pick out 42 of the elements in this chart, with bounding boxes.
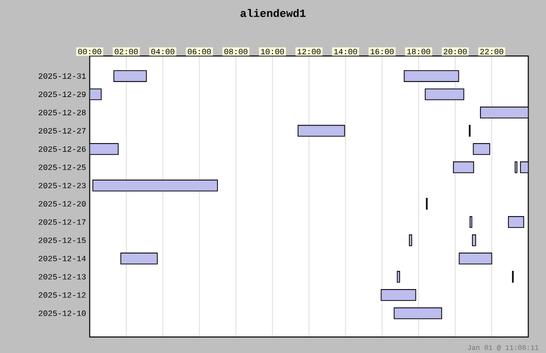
y-tick-label: 2025-12-28	[38, 110, 86, 116]
x-tick-label: 22:00	[480, 48, 504, 54]
bar	[394, 307, 442, 320]
x-tick-label: 20:00	[444, 48, 467, 54]
bar	[458, 252, 492, 264]
bar	[120, 252, 158, 264]
x-tick-label: 06:00	[188, 48, 211, 54]
bar	[472, 143, 490, 155]
bar	[92, 180, 218, 192]
y-tick-label: 2025-12-17	[38, 219, 86, 225]
x-tick-label: 16:00	[370, 48, 394, 54]
bar	[380, 289, 416, 301]
y-tick-label: 2025-12-15	[38, 238, 86, 243]
bar	[396, 270, 400, 283]
x-tick-label: 08:00	[224, 48, 248, 54]
y-tick-label: 2025-12-29	[38, 92, 86, 98]
y-tick-label: 2025-12-23	[38, 182, 86, 188]
bar	[404, 70, 460, 82]
bar	[408, 234, 412, 246]
x-tick-label: 12:00	[298, 48, 321, 54]
x-tick-label: 04:00	[151, 48, 174, 54]
x-tick-label: 02:00	[114, 48, 138, 54]
y-tick-label: 2025-12-26	[38, 146, 86, 152]
y-tick-label: 2025-12-10	[38, 310, 86, 316]
bar	[472, 234, 476, 246]
x-tick-label: 18:00	[407, 48, 430, 54]
bar	[424, 88, 464, 100]
y-tick-label: 2025-12-12	[38, 292, 86, 298]
x-tick-label: 10:00	[261, 48, 284, 54]
y-tick-label: 2025-12-27	[38, 128, 86, 134]
bar	[113, 70, 147, 82]
y-tick-label: 2025-12-13	[38, 274, 86, 280]
y-tick-label: 2025-12-14	[38, 256, 86, 262]
x-tick-label: 14:00	[334, 48, 358, 54]
bar	[298, 124, 346, 137]
y-tick-label: 2025-12-25	[38, 164, 86, 170]
chart-title: aliendewd1	[240, 8, 306, 18]
bar	[508, 216, 524, 228]
x-tick-label: 00:00	[78, 48, 102, 54]
y-tick-label: 2025-12-20	[38, 201, 86, 207]
y-tick-label: 2025-12-31	[38, 73, 86, 79]
bar	[452, 161, 474, 174]
